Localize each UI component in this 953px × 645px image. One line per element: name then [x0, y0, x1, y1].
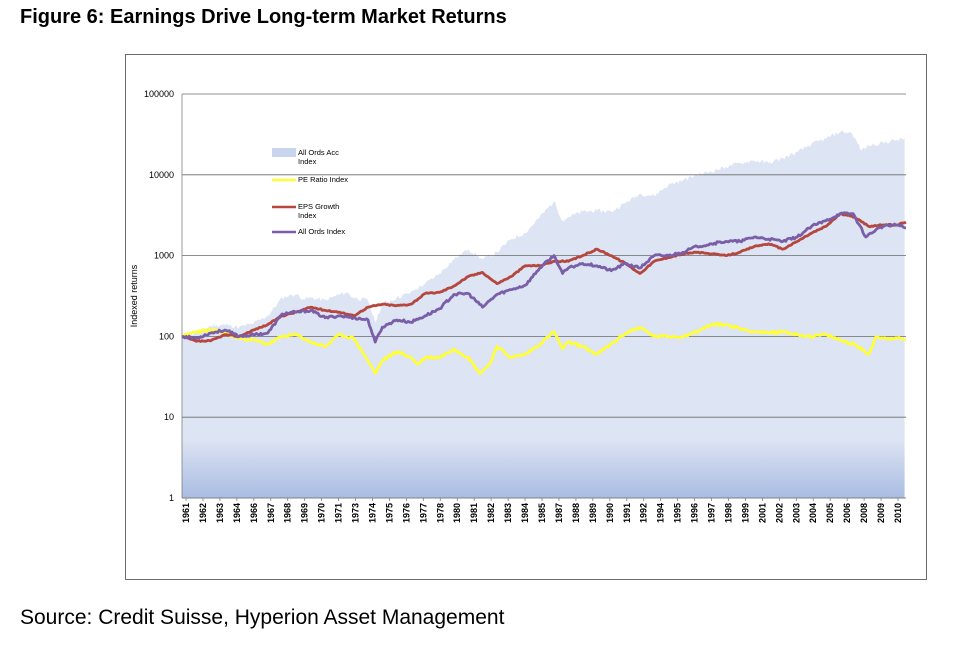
x-tick-label: 1991 [622, 503, 632, 523]
x-tick-label: 1970 [317, 503, 327, 523]
x-tick-label: 1963 [215, 503, 225, 523]
x-tick-label: 1968 [283, 503, 293, 523]
series-line-all-ords-index [181, 211, 907, 344]
x-tick-label: 2003 [791, 503, 801, 523]
x-tick-label: 1996 [690, 503, 700, 523]
x-tick-label: 1998 [724, 503, 734, 523]
x-tick-label: 1977 [418, 503, 428, 523]
legend-text-line: EPS Growth [298, 202, 339, 211]
x-tick-label: 1975 [384, 503, 394, 523]
x-tick-label: 1990 [605, 503, 615, 523]
x-tick-label: 1971 [334, 503, 344, 523]
x-tick-label: 1981 [469, 503, 479, 523]
x-tick-label: 1962 [198, 503, 208, 523]
x-tick-label: 1988 [571, 503, 581, 523]
x-tick-label: 1967 [266, 503, 276, 523]
x-tick-label: 2004 [808, 503, 818, 523]
legend-text-line: All Ords Acc [298, 148, 339, 157]
x-tick-label: 1989 [588, 503, 598, 523]
x-tick-label: 1984 [520, 503, 530, 523]
x-tick-label: 1997 [707, 503, 717, 523]
x-tick-label: 1987 [554, 503, 564, 523]
legend-text-line: All Ords Index [298, 227, 345, 236]
legend-eps-growth-index: EPS Growth Index [298, 202, 339, 220]
x-tick-label: 2005 [825, 503, 835, 523]
x-tick-label: 1964 [232, 503, 242, 523]
legend-text-line: Index [298, 211, 317, 220]
legend-text-line: PE Ratio Index [298, 175, 348, 184]
y-tick-label: 100000 [144, 89, 174, 99]
x-tick-label: 1980 [452, 503, 462, 523]
x-tick-label: 2002 [774, 503, 784, 523]
x-tick-label: 1983 [503, 503, 513, 523]
x-tick-label: 1974 [368, 503, 378, 523]
x-tick-label: 1973 [351, 503, 361, 523]
x-tick-label: 1976 [401, 503, 411, 523]
x-tick-label: 1966 [249, 503, 259, 523]
x-tick-label: 1992 [639, 503, 649, 523]
x-tick-label: 1978 [435, 503, 445, 523]
y-axis-label: Indexed returns [129, 264, 139, 327]
x-tick-label: 1985 [537, 503, 547, 523]
x-tick-label: 1999 [740, 503, 750, 523]
x-tick-label: 2009 [876, 503, 886, 523]
y-tick-label: 1000 [154, 251, 174, 261]
legend-swatch [272, 148, 296, 157]
legend-all-ords-index: All Ords Index [298, 227, 345, 236]
x-tick-label: 2010 [893, 503, 903, 523]
x-tick-label: 2001 [757, 503, 767, 523]
figure-title: Figure 6: Earnings Drive Long-term Marke… [20, 6, 507, 28]
series-line-pe-ratio-index [181, 322, 907, 375]
x-tick-label: 2006 [842, 503, 852, 523]
legend-pe-ratio-index: PE Ratio Index [298, 175, 348, 184]
x-tick-label: 1961 [181, 503, 191, 523]
source-note: Source: Credit Suisse, Hyperion Asset Ma… [20, 606, 505, 629]
x-tick-label: 2008 [859, 503, 869, 523]
x-tick-label: 1982 [486, 503, 496, 523]
y-tick-label: 1 [169, 493, 174, 503]
x-tick-label: 1994 [656, 503, 666, 523]
y-tick-label: 10000 [149, 170, 174, 180]
y-tick-label: 100 [159, 331, 174, 341]
plot-area: 1 10 100 1000 10000 100000 1961 1962 1963 1964 196… [144, 89, 907, 523]
legend-text-line: Index [298, 157, 317, 166]
y-tick-label: 10 [164, 412, 174, 422]
series-area-all-ords-acc-index [182, 130, 905, 498]
x-tick-label: 1995 [673, 503, 683, 523]
legend-all-ords-acc-index: All Ords Acc Index [298, 148, 339, 166]
x-tick-label: 1969 [300, 503, 310, 523]
